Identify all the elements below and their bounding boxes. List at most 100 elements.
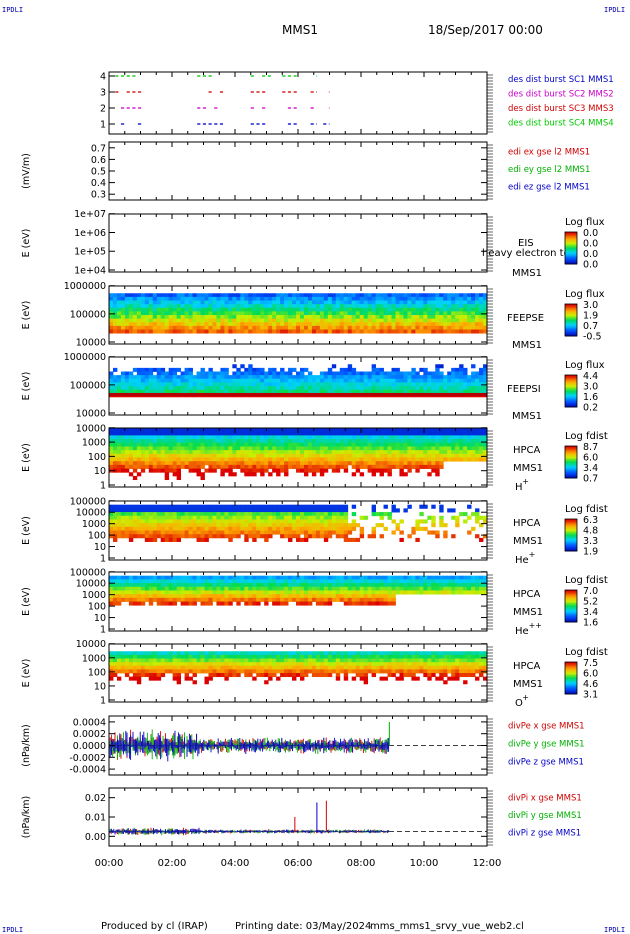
- heatmap-cell: [483, 364, 488, 369]
- heatmap-cell: [280, 375, 285, 380]
- heatmap-cell: [204, 597, 209, 602]
- heatmap-cell: [331, 431, 337, 436]
- heatmap-cell: [395, 508, 400, 513]
- heatmap-cell: [343, 371, 349, 376]
- heatmap-cell: [236, 526, 241, 531]
- heatmap-cell: [335, 464, 341, 469]
- legend-entry: des dist burst SC3 MMS3: [508, 104, 614, 114]
- heatmap-cell: [256, 375, 261, 380]
- heatmap-cell: [244, 431, 249, 436]
- heatmap-cell: [387, 464, 392, 469]
- heatmap-cell: [355, 293, 361, 298]
- heatmap-cell: [467, 389, 472, 394]
- heatmap-cell: [200, 428, 205, 433]
- heatmap-cell: [288, 431, 293, 436]
- heatmap-cell: [351, 583, 357, 588]
- colorbar-swatch: [565, 397, 577, 400]
- panel-edi: 0.30.40.50.60.7(mV/m)edi ex gse l2 MMS1e…: [21, 141, 590, 201]
- heatmap-cell: [248, 435, 253, 440]
- heatmap-cell: [343, 329, 349, 334]
- heatmap-cell: [319, 435, 325, 440]
- heatmap-cell: [264, 512, 269, 517]
- heatmap-cell: [152, 375, 158, 380]
- heatmap-cell: [339, 367, 345, 372]
- heatmap-cell: [248, 575, 253, 580]
- heatmap-cell: [299, 523, 305, 528]
- heatmap-cell: [292, 435, 297, 440]
- heatmap-cell: [427, 375, 432, 380]
- heatmap-cell: [140, 446, 146, 451]
- heatmap-cell: [192, 579, 197, 584]
- heatmap-cell: [276, 293, 281, 298]
- heatmap-cell: [152, 457, 158, 462]
- heatmap-cell: [343, 378, 349, 383]
- heatmap-cell: [307, 523, 313, 528]
- heatmap-cell: [268, 325, 273, 330]
- heatmap-cell: [172, 304, 178, 309]
- heatmap-cell: [212, 468, 217, 473]
- heatmap-cell: [339, 296, 345, 301]
- heatmap-cell: [475, 371, 480, 376]
- heatmap-cell: [387, 515, 392, 520]
- heatmap-cell: [200, 586, 205, 591]
- heatmap-cell: [323, 304, 329, 309]
- heatmap-cell: [248, 296, 253, 301]
- heatmap-cell: [109, 318, 114, 323]
- colorbar-swatch: [565, 250, 577, 253]
- heatmap-cell: [379, 472, 384, 477]
- heatmap-cell: [303, 431, 309, 436]
- heatmap-cell: [216, 504, 221, 509]
- heatmap-cell: [272, 450, 277, 455]
- heatmap-cell: [383, 435, 388, 440]
- heatmap-cell: [403, 293, 408, 298]
- heatmap-cell: [315, 428, 321, 433]
- colorbar-tick-label: 0.2: [583, 402, 598, 413]
- heatmap-cell: [208, 461, 213, 466]
- instrument-label: HPCA: [513, 518, 541, 529]
- heatmap-cell: [359, 594, 365, 599]
- heatmap-cell: [296, 461, 301, 466]
- heatmap-cell: [116, 293, 122, 298]
- heatmap-cell: [140, 464, 146, 469]
- heatmap-cell: [220, 378, 225, 383]
- heatmap-cell: [395, 371, 400, 376]
- heatmap-cell: [200, 601, 205, 606]
- heatmap-cell: [303, 453, 309, 458]
- heatmap-cell: [180, 375, 185, 380]
- heatmap-cell: [268, 296, 273, 301]
- heatmap-cell: [307, 575, 313, 580]
- heatmap-cell: [176, 435, 182, 440]
- heatmap-cell: [296, 583, 301, 588]
- heatmap-cell: [327, 453, 333, 458]
- heatmap-cell: [371, 446, 376, 451]
- heatmap-cell: [431, 468, 436, 473]
- heatmap-cell: [276, 590, 281, 595]
- heatmap-cell: [475, 439, 480, 444]
- heatmap-cell: [264, 431, 269, 436]
- heatmap-cell: [260, 386, 265, 391]
- heatmap-cell: [184, 601, 189, 606]
- heatmap-cell: [240, 446, 245, 451]
- heatmap-cell: [272, 296, 277, 301]
- heatmap-cell: [160, 515, 166, 520]
- heatmap-cell: [208, 453, 213, 458]
- heatmap-cell: [343, 442, 349, 447]
- heatmap-cell: [415, 431, 420, 436]
- colorbar-swatch: [565, 529, 577, 532]
- heatmap-cell: [288, 435, 293, 440]
- heatmap-cell: [311, 296, 317, 301]
- heatmap-cell: [367, 534, 373, 539]
- heatmap-cell: [128, 583, 134, 588]
- heatmap-cell: [260, 575, 265, 580]
- heatmap-cell: [192, 382, 197, 387]
- heatmap-cell: [184, 318, 189, 323]
- heatmap-cell: [208, 519, 213, 524]
- heatmap-cell: [152, 534, 158, 539]
- y-tick-label: 1000: [82, 519, 106, 530]
- heatmap-cell: [248, 446, 253, 451]
- heatmap-cell: [192, 586, 197, 591]
- heatmap-cell: [407, 590, 412, 595]
- heatmap-cell: [339, 389, 345, 394]
- heatmap-cell: [359, 446, 365, 451]
- heatmap-cell: [176, 590, 182, 595]
